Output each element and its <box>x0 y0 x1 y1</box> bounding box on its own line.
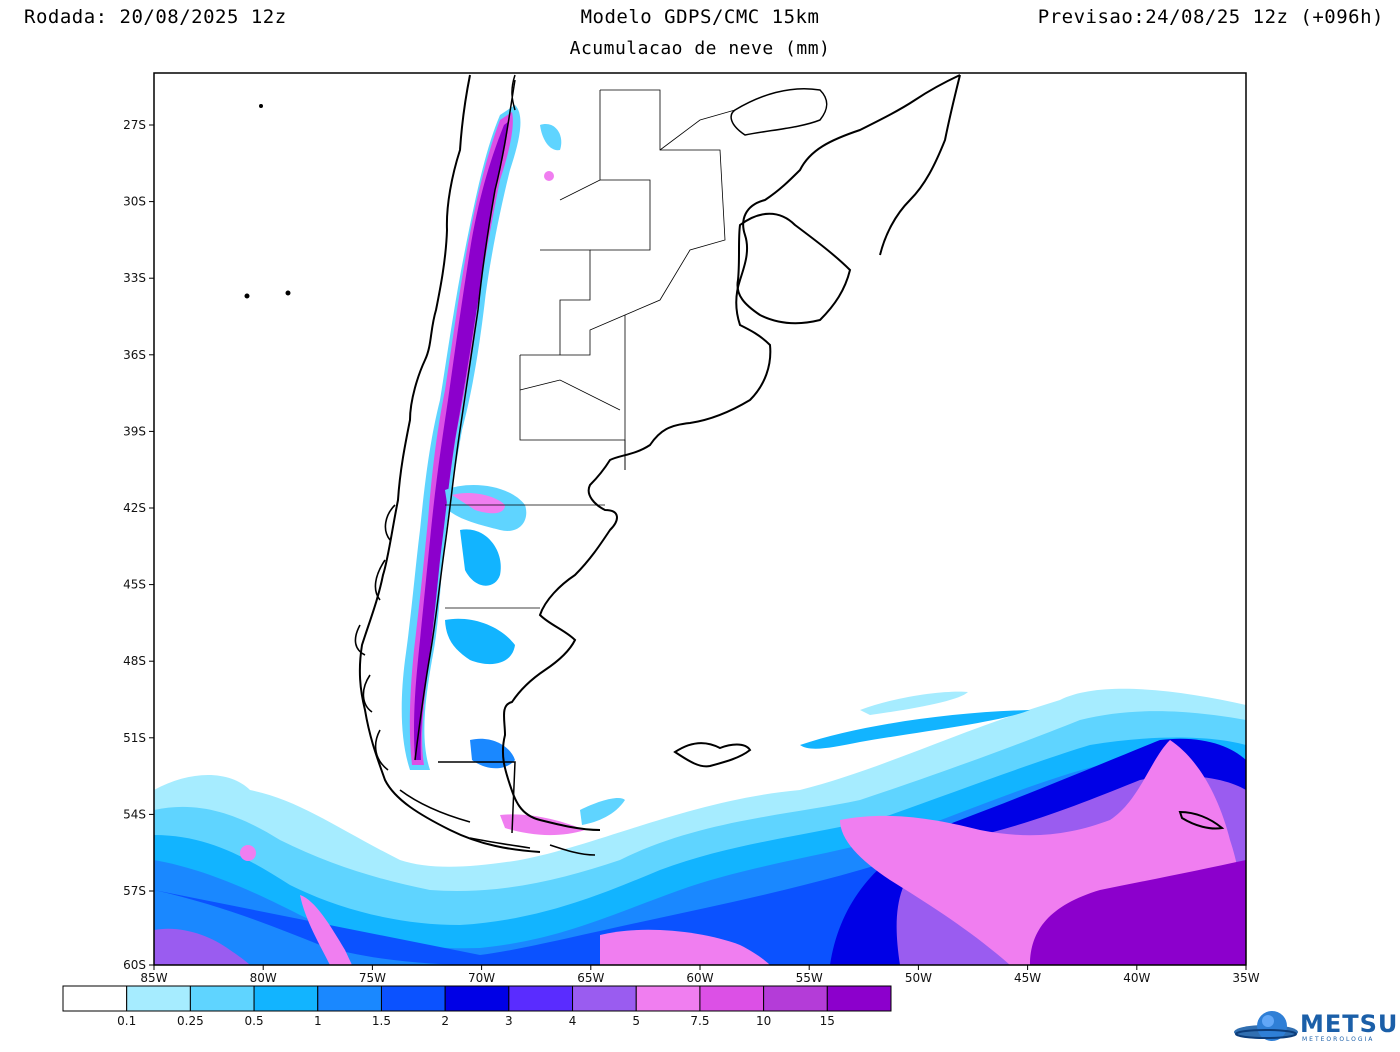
lon-label: 65W <box>577 971 604 985</box>
lon-label: 80W <box>250 971 277 985</box>
lat-label: 30S <box>123 195 146 209</box>
colorbar-label: 0.25 <box>177 1014 204 1028</box>
ocean-snow-core-purple <box>1030 860 1246 965</box>
colorbar: 0.1 0.25 0.5 1 1.5 2 3 4 5 7.5 10 15 <box>62 985 892 1028</box>
logo-name: METSUL <box>1300 1010 1400 1038</box>
colorbar-label: 1 <box>314 1014 322 1028</box>
coastline-east <box>501 74 961 831</box>
tierra-patch-1 <box>470 738 515 769</box>
colorbar-label: 3 <box>505 1014 513 1028</box>
lat-label: 48S <box>123 654 146 668</box>
colorbar-label: 2 <box>441 1014 449 1028</box>
lon-label: 75W <box>359 971 386 985</box>
juan-fernandez-2 <box>285 290 291 296</box>
latitude-axis: 27S 30S 33S 36S 39S 42S 45S 48S 51S 54S 57S 60S <box>123 118 154 972</box>
colorbar-swatch <box>444 985 510 1012</box>
colorbar-swatch <box>572 985 637 1012</box>
south-georgia <box>1178 810 1225 830</box>
sw-snow-patch <box>154 928 250 965</box>
colorbar-swatch <box>126 985 191 1012</box>
variable-subtitle: Acumulacao de neve (mm) <box>569 38 831 59</box>
lon-label: 85W <box>140 971 167 985</box>
colorbar-swatch <box>317 985 382 1012</box>
model-title: Modelo GDPS/CMC 15km <box>580 6 820 28</box>
snow-spot-n <box>544 171 554 181</box>
lat-label: 60S <box>123 958 146 972</box>
paraguay-bolivia-border <box>511 74 828 136</box>
colorbar-label: 7.5 <box>690 1014 709 1028</box>
lon-label: 60W <box>686 971 713 985</box>
colorbar-label: 10 <box>756 1014 771 1028</box>
argentina-chile-border <box>414 79 516 761</box>
colorbar-label: 4 <box>569 1014 577 1028</box>
colorbar-swatch <box>763 985 828 1012</box>
patagonia-patch-3 <box>460 529 501 586</box>
map-boundaries <box>244 74 1225 856</box>
lon-label: 50W <box>905 971 932 985</box>
tierra-del-fuego-border <box>438 761 516 834</box>
bottom-pink-patch <box>600 929 770 965</box>
lat-label: 54S <box>123 807 146 821</box>
colorbar-label: 0.5 <box>245 1014 264 1028</box>
colorbar-swatch <box>826 985 892 1012</box>
coastline-west <box>358 74 541 853</box>
longitude-axis: 85W 80W 75W 70W 65W 60W 55W 50W 45W 40W 35W <box>140 965 1260 985</box>
lon-label: 70W <box>468 971 495 985</box>
colorbar-swatch <box>508 985 574 1012</box>
lat-label: 42S <box>123 501 146 515</box>
lat-label: 51S <box>123 731 146 745</box>
lat-label: 57S <box>123 884 146 898</box>
colorbar-label: 15 <box>820 1014 835 1028</box>
metsul-logo: METSUL METEOROLOGIA <box>1232 1008 1400 1048</box>
falklands-band-1 <box>860 691 968 715</box>
lon-label: 45W <box>1014 971 1041 985</box>
colorbar-swatch <box>189 985 255 1012</box>
colorbar-swatch <box>635 985 701 1012</box>
logo-tagline: METEOROLOGIA <box>1302 1036 1375 1043</box>
uruguay-border <box>736 212 852 325</box>
lon-label: 55W <box>796 971 823 985</box>
run-time-label: Rodada: 20/08/2025 12z <box>24 6 287 28</box>
brazil-coast <box>879 74 961 256</box>
lat-label: 27S <box>123 118 146 132</box>
lat-label: 39S <box>123 424 146 438</box>
falkland-islands <box>673 742 752 768</box>
lat-label: 45S <box>123 578 146 592</box>
andes-north-patch <box>540 124 562 151</box>
globe-icon <box>1234 1011 1298 1041</box>
snow-spot-w <box>240 845 256 861</box>
colorbar-label: 1.5 <box>372 1014 391 1028</box>
tierra-patch-2 <box>500 814 585 836</box>
colorbar-swatch <box>380 985 446 1012</box>
lat-label: 33S <box>123 271 146 285</box>
colorbar-label: 0.1 <box>117 1014 136 1028</box>
snow-field <box>154 105 1246 965</box>
forecast-time-label: Previsao:24/08/25 12z (+096h) <box>1037 6 1384 28</box>
falklands-band-2 <box>800 710 1030 749</box>
lon-label: 35W <box>1232 971 1259 985</box>
lat-label: 36S <box>123 348 146 362</box>
province-lines <box>445 89 736 609</box>
tierra-patch-3 <box>580 798 625 825</box>
colorbar-swatch <box>699 985 765 1012</box>
lon-label: 40W <box>1123 971 1150 985</box>
colorbar-swatch <box>253 985 319 1012</box>
patagonia-patch-2 <box>452 493 505 514</box>
juan-fernandez-1 <box>244 293 250 299</box>
colorbar-swatch <box>62 985 128 1012</box>
colorbar-label: 5 <box>632 1014 640 1028</box>
sw-snow-streak <box>300 895 352 965</box>
chile-archipelago <box>354 504 596 856</box>
islet-1 <box>259 104 263 108</box>
patagonia-patch-4 <box>445 618 515 665</box>
